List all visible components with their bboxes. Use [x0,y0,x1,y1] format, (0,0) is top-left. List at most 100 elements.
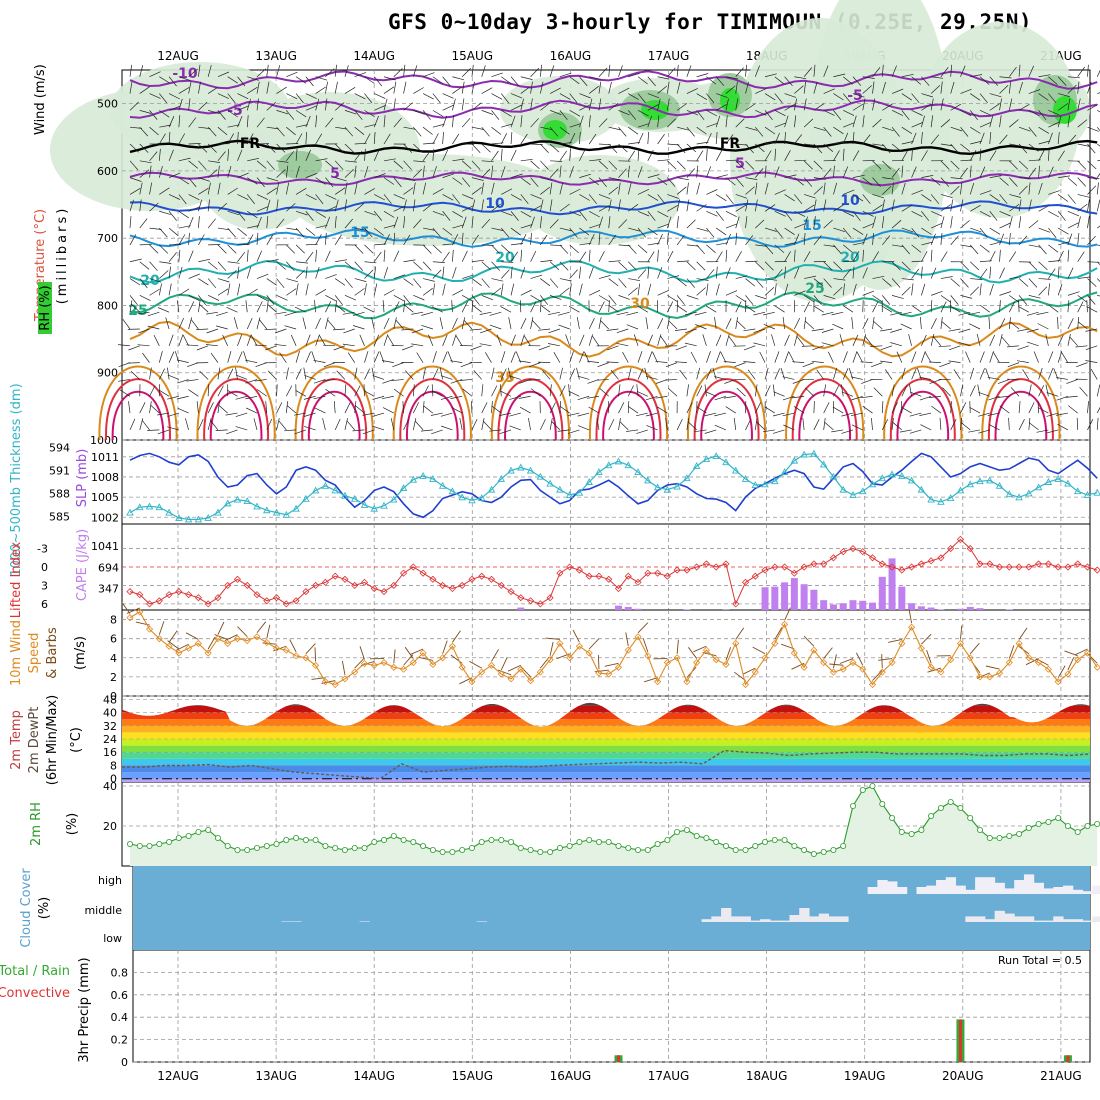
wind-barb [245,359,258,363]
wind-barb [1056,412,1068,416]
wind-barb [940,160,950,170]
cloud-mid-cell [476,921,488,922]
wind-barb [491,126,502,135]
wind-barb-10m [491,649,499,662]
wind-barb [520,210,532,218]
thickness-point [663,485,672,493]
wind-barb [139,143,149,153]
wind-barb [1077,177,1087,187]
wind-barb [704,384,707,397]
rh-point [527,847,534,854]
wind-barb [1009,204,1020,212]
li-point [966,545,974,553]
wind-barb [676,160,686,170]
thickness-point [223,499,232,507]
wind-point [263,638,271,647]
rh-point [879,801,886,808]
isotherm--10 [129,70,1098,90]
wind-barb [1057,334,1064,346]
rh-point [1064,823,1071,830]
wind-barb [1007,345,1020,348]
wind-barb [754,402,762,414]
wind-barb [188,232,190,245]
wind-barb [530,317,534,330]
wind-barb [344,126,354,137]
wind-barb [637,132,644,145]
wind-barb [805,387,815,397]
wind-point [683,678,691,686]
wind-barb [294,412,306,416]
wind-barb [676,199,680,212]
temp-band [122,752,1090,759]
wind-barb [1028,295,1041,299]
wind-barb [569,110,581,117]
wind-barb [587,395,600,399]
panel-frame-precip [132,949,1091,1063]
wind-barb [753,342,766,347]
wind-barb [422,126,433,135]
wind-barb [432,261,445,263]
wind-point [370,661,378,669]
wind-tick: 6 [110,633,117,646]
wind-barb [909,412,922,417]
wind-barb [852,227,864,235]
wind-barb [1090,368,1098,380]
wind-barb [471,300,474,313]
wind-barb-10m [175,643,189,651]
wind-barb [549,143,560,153]
wind-barb [471,81,475,94]
rh-point [771,837,778,844]
rh-point [644,847,651,854]
wind-barb [782,395,795,401]
wind-barb [305,227,316,236]
wind-barb [540,102,551,111]
wind-barb [764,110,773,121]
wind-barb [1038,182,1043,195]
wind-barb [970,93,981,101]
li-point [1064,563,1072,571]
wind-barb [801,345,814,347]
cloud-mid-cell [984,919,996,922]
wind-barb [412,182,416,195]
wind-barb [921,283,926,296]
wind-barb [803,317,807,330]
wind-point [341,675,349,683]
wind-barb [715,115,721,128]
isotherm-arc [105,378,171,441]
cloud-mid-cell [730,916,742,922]
wind-barb [501,244,511,254]
wind-barb [286,261,295,271]
wind-barb [149,288,160,296]
isotherm-arc [883,365,963,441]
wind-barb [747,369,756,380]
wind-barb [461,160,472,170]
wind-barb [616,342,629,347]
wind-barb [706,210,718,217]
wind-barb [295,93,304,104]
wind-barb [714,424,727,431]
slp-tick: 1011 [91,451,119,464]
wind-barb [462,295,473,302]
wind-barb [725,233,732,246]
wind-barb [295,166,300,178]
wind-barb [325,388,336,397]
cloud-mid-cell [1004,913,1015,922]
wind-barb [919,412,932,416]
wind-barb [1067,134,1077,145]
wind-barb [403,81,407,94]
slp-axis-label: SLP (mb) [75,449,90,508]
wind-barb [684,342,697,347]
rh-point [947,799,954,806]
wind-barb [549,261,560,271]
wind-barb [549,278,559,288]
wind-barb [645,375,658,380]
temp-band [122,745,1090,753]
wind-barb [442,334,448,346]
wind-barb [862,267,868,279]
wind-barb [852,283,857,296]
wind-barb [842,166,849,178]
wind-barb [500,306,512,313]
wind-barb [198,278,209,286]
wind-point [145,625,154,633]
wind-barb [198,143,208,153]
